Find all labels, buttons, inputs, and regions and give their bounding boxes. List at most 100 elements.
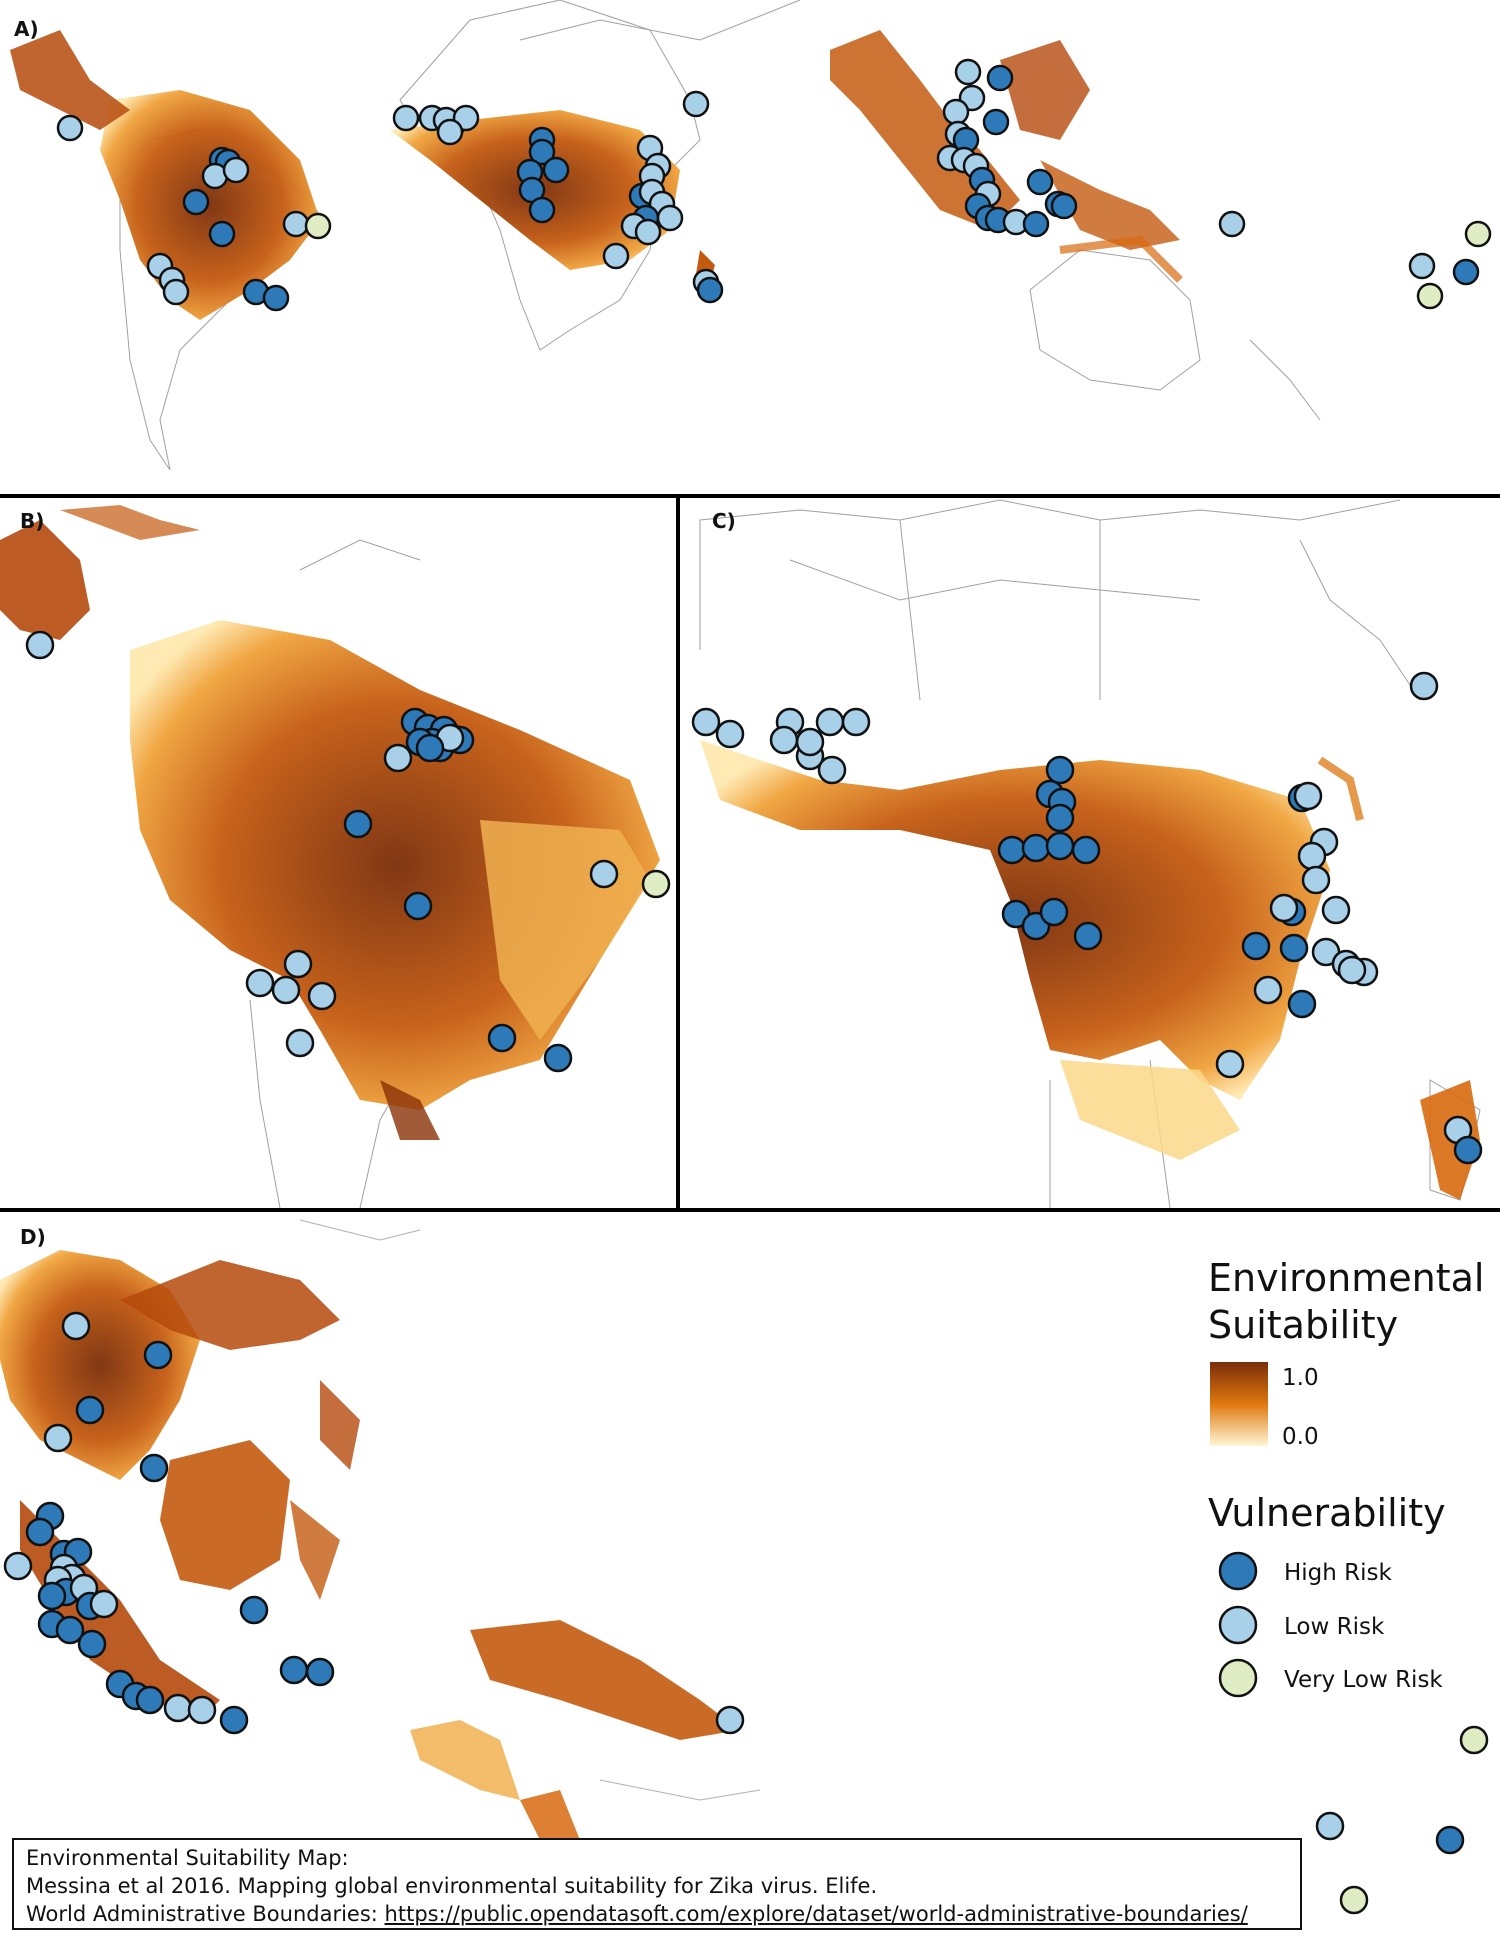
low-risk-site-marker (282, 210, 310, 238)
high-risk-site-marker (305, 1657, 335, 1687)
panel-a-risk-markers (56, 58, 1492, 312)
high-risk-site-marker (1045, 831, 1075, 861)
high-risk-site-marker (1241, 931, 1271, 961)
high-risk-site-marker (1045, 803, 1075, 833)
high-risk-site-marker (415, 733, 445, 763)
high-risk-site-marker (182, 188, 210, 216)
high-risk-site-marker (543, 1043, 573, 1073)
panel-d-label: D) (20, 1225, 46, 1249)
low-risk-site-marker (602, 242, 630, 270)
low-risk-site-marker (691, 707, 721, 737)
high-risk-site-marker (1039, 897, 1069, 927)
low-risk-site-marker (89, 1589, 119, 1619)
panel-a-label: A) (14, 17, 39, 41)
high-risk-site-marker (77, 1629, 107, 1659)
low-risk-site-marker (634, 218, 662, 246)
panel-c-label: C) (712, 509, 736, 533)
high-risk-site-marker (25, 1517, 55, 1547)
low-risk-site-marker (61, 1311, 91, 1341)
high-risk-site-marker (55, 1615, 85, 1645)
high-risk-site-marker (1453, 1135, 1483, 1165)
low-risk-site-marker (715, 719, 745, 749)
low-risk-site-marker (682, 90, 710, 118)
panel-d-suitability-raster (0, 1250, 740, 1840)
low-risk-site-marker (1315, 1811, 1345, 1841)
low-risk-site-marker (3, 1551, 33, 1581)
legend-low-risk-swatch (1218, 1605, 1258, 1645)
low-risk-site-marker (1337, 955, 1367, 985)
high-risk-site-marker (1022, 210, 1050, 238)
high-risk-site-marker (1452, 258, 1480, 286)
high-risk-site-marker (75, 1395, 105, 1425)
low-risk-site-marker (715, 1705, 745, 1735)
low-risk-site-marker (1253, 975, 1283, 1005)
low-risk-site-marker (307, 981, 337, 1011)
high-risk-site-marker (143, 1340, 173, 1370)
high-risk-site-marker (487, 1023, 517, 1053)
panel-d-risk-markers (3, 1311, 1489, 1915)
legend-low-risk-label: Low Risk (1284, 1614, 1385, 1640)
low-risk-site-marker (841, 707, 871, 737)
legend-high-risk-label: High Risk (1284, 1560, 1393, 1586)
low-risk-site-marker (222, 156, 250, 184)
panel-b-south-america-map (0, 505, 660, 1208)
high-risk-site-marker (37, 1581, 67, 1611)
low-risk-site-marker (383, 743, 413, 773)
high-risk-site-marker (239, 1595, 269, 1625)
low-risk-site-marker (163, 1693, 193, 1723)
high-risk-site-marker (208, 220, 236, 248)
high-risk-site-marker (997, 835, 1027, 865)
high-risk-site-marker (1073, 921, 1103, 951)
low-risk-site-marker (769, 725, 799, 755)
high-risk-site-marker (542, 156, 570, 184)
low-risk-site-marker (283, 949, 313, 979)
low-risk-site-marker (1408, 252, 1436, 280)
low-risk-site-marker (1269, 893, 1299, 923)
high-risk-site-marker (986, 64, 1014, 92)
credits-line-map-source: Environmental Suitability Map: (26, 1846, 349, 1870)
high-risk-site-marker (1279, 933, 1309, 963)
low-risk-site-marker (162, 278, 190, 306)
high-risk-site-marker (219, 1705, 249, 1735)
high-risk-site-marker (343, 809, 373, 839)
high-risk-site-marker (1287, 989, 1317, 1019)
credits-line-boundaries: World Administrative Boundaries: https:/… (26, 1900, 1288, 1928)
legend: Environmental Suitability 1.0 0.0 Vulner… (1208, 1256, 1484, 1698)
very-low-risk-site-marker (1416, 282, 1444, 310)
low-risk-site-marker (436, 118, 464, 146)
high-risk-site-marker (139, 1453, 169, 1483)
low-risk-site-marker (795, 727, 825, 757)
high-risk-site-marker (982, 108, 1010, 136)
very-low-risk-site-marker (1339, 1885, 1369, 1915)
credits-boundaries-link[interactable]: https://public.opendatasoft.com/explore/… (384, 1902, 1248, 1926)
low-risk-site-marker (1293, 781, 1323, 811)
data-source-credits-box: Environmental Suitability Map: Messina e… (12, 1838, 1302, 1930)
low-risk-site-marker (1321, 895, 1351, 925)
legend-scale-min: 0.0 (1282, 1424, 1319, 1450)
high-risk-site-marker (135, 1685, 165, 1715)
panel-d-southeast-asia-map (0, 1219, 761, 1840)
low-risk-site-marker (285, 1028, 315, 1058)
high-risk-site-marker (279, 1655, 309, 1685)
low-risk-site-marker (271, 975, 301, 1005)
panel-b-label: B) (20, 509, 44, 533)
legend-suitability-title-line2: Suitability (1208, 1303, 1398, 1347)
low-risk-site-marker (954, 58, 982, 86)
low-risk-site-marker (392, 104, 420, 132)
low-risk-site-marker (656, 204, 684, 232)
low-risk-site-marker (43, 1423, 73, 1453)
legend-suitability-color-ramp (1210, 1362, 1268, 1446)
high-risk-site-marker (262, 284, 290, 312)
panel-b-risk-markers (25, 630, 671, 1073)
low-risk-site-marker (245, 968, 275, 998)
high-risk-site-marker (528, 138, 556, 166)
panel-c-risk-markers (691, 671, 1483, 1165)
legend-vulnerability-title: Vulnerability (1208, 1491, 1446, 1535)
high-risk-site-marker (1045, 755, 1075, 785)
very-low-risk-site-marker (641, 869, 671, 899)
high-risk-site-marker (403, 891, 433, 921)
high-risk-site-marker (528, 196, 556, 224)
low-risk-site-marker (942, 98, 970, 126)
high-risk-site-marker (1050, 192, 1078, 220)
credits-boundaries-prefix: World Administrative Boundaries: (26, 1902, 385, 1926)
